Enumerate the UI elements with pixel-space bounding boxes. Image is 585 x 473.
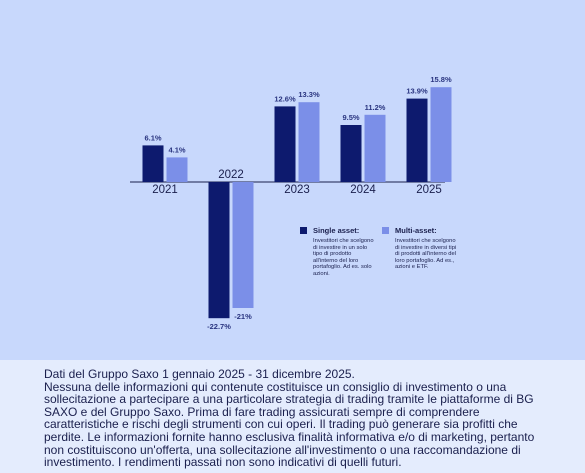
bar xyxy=(232,182,254,308)
value-label: -21% xyxy=(234,312,252,321)
value-label: 15.8% xyxy=(430,75,452,84)
footer: Dati del Gruppo Saxo 1 gennaio 2025 - 31… xyxy=(44,368,549,469)
bar xyxy=(340,125,362,182)
bar xyxy=(430,87,452,182)
value-label: 6.1% xyxy=(144,133,161,142)
legend-item: Single asset: Investitori che scelgono di… xyxy=(300,226,376,278)
footer-text: Dati del Gruppo Saxo 1 gennaio 2025 - 31… xyxy=(44,367,355,381)
x-tick-label: 2024 xyxy=(350,184,376,196)
footer-text: Nessuna delle informazioni qui contenute… xyxy=(44,379,535,470)
legend-label: Single asset: xyxy=(313,226,360,235)
bar xyxy=(406,98,428,182)
x-tick-label: 2023 xyxy=(284,184,310,196)
bar xyxy=(166,157,188,182)
legend-swatch xyxy=(382,227,389,234)
legend-label: Multi-asset: xyxy=(395,226,437,235)
x-tick-label: 2022 xyxy=(218,169,244,181)
bar xyxy=(298,102,320,182)
legend-item: Multi-asset: Investitori che scelgono di … xyxy=(382,226,458,271)
legend-head: Single asset: xyxy=(300,226,376,235)
value-label: 13.9% xyxy=(406,87,428,96)
bar xyxy=(208,182,230,319)
legend-swatch xyxy=(300,227,307,234)
bar xyxy=(364,114,386,182)
value-label: 4.1% xyxy=(168,145,185,154)
value-label: -22.7% xyxy=(207,322,231,331)
legend-description: Investitori che scelgono di investire in… xyxy=(395,238,457,271)
value-label: 12.6% xyxy=(274,94,296,103)
bar xyxy=(142,145,164,182)
bar xyxy=(274,106,296,182)
value-label: 13.3% xyxy=(298,90,320,99)
value-label: 11.2% xyxy=(365,103,386,112)
value-label: 9.5% xyxy=(342,113,359,122)
x-tick-label: 2025 xyxy=(416,184,442,196)
legend-head: Multi-asset: xyxy=(382,226,458,235)
legend-description: Investitori che scelgono di investire in… xyxy=(313,238,374,277)
chart: 2021 6.1% 4.1% 2022 -22.7%-21% 2023 12.6% 13.3%… xyxy=(0,0,585,360)
x-tick-label: 2021 xyxy=(152,184,178,196)
